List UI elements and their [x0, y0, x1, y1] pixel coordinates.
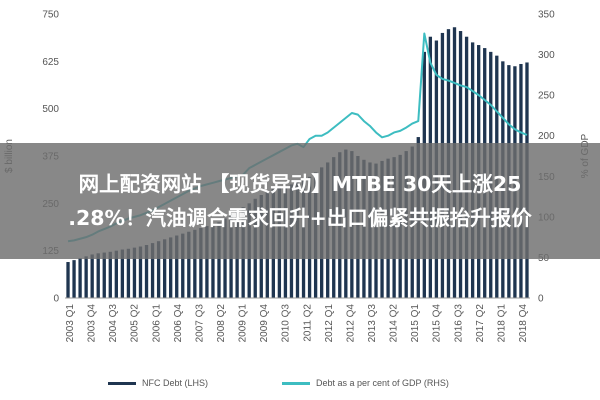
x-tick-label: 2015 Q4: [432, 304, 443, 343]
left-tick-label: 0: [53, 294, 59, 305]
left-tick-label: 500: [42, 104, 59, 115]
bar-4: [90, 254, 94, 298]
x-tick-label: 2011 Q2: [302, 304, 313, 342]
x-tick-label: 2012 Q4: [345, 304, 356, 343]
bar-7: [108, 251, 112, 298]
x-tick-label: 2005 Q2: [130, 304, 141, 343]
bar-5: [96, 253, 100, 298]
bar-10: [126, 248, 131, 298]
x-tick-label: 2007 Q3: [194, 304, 205, 343]
bar-1: [72, 260, 76, 298]
overlay-banner: 网上配资网站 【现货异动】MTBE 30天上涨25 .28%！汽油调合需求回升+…: [0, 143, 600, 259]
bar-6: [102, 252, 106, 298]
bar-18: [175, 235, 179, 298]
x-tick-label: 2009 Q4: [259, 304, 270, 343]
right-tick-label: 200: [538, 131, 555, 142]
bar-12: [138, 246, 143, 298]
bar-21: [193, 229, 197, 298]
x-tick-label: 2018 Q1: [496, 304, 507, 343]
legend-swatch-line: [282, 381, 310, 385]
bar-0: [66, 262, 70, 298]
x-tick-label: 2006 Q1: [151, 304, 162, 343]
bar-11: [132, 247, 137, 298]
x-tick-label: 2003 Q4: [87, 304, 98, 343]
x-tick-label: 2009 Q1: [238, 304, 249, 343]
bar-15: [156, 241, 161, 298]
bar-25: [217, 222, 221, 298]
x-tick-label: 2004 Q3: [108, 304, 119, 343]
right-tick-label: 300: [538, 50, 555, 61]
right-tick-label: 250: [538, 91, 555, 102]
x-tick-label: 2016 Q3: [453, 304, 464, 343]
legend-label-nfc-debt: NFC Debt (LHS): [142, 378, 209, 388]
x-tick-label: 2015 Q1: [410, 304, 421, 343]
x-tick-label: 2008 Q2: [216, 304, 227, 343]
bar-14: [150, 243, 155, 298]
bar-16: [162, 239, 167, 298]
left-tick-label: 625: [42, 57, 59, 68]
banner-line-1: 网上配资网站 【现货异动】MTBE 30天上涨25: [78, 172, 522, 196]
bar-23: [205, 226, 209, 298]
legend: NFC Debt (LHS) Debt as a per cent of GDP…: [0, 373, 600, 393]
x-tick-label: 2012 Q1: [324, 304, 335, 343]
bar-9: [120, 249, 125, 298]
x-tick-label: 2013 Q3: [367, 304, 378, 343]
x-tick-label: 2014 Q2: [389, 304, 400, 343]
x-tick-label: 2018 Q4: [518, 304, 529, 343]
x-tick-label: 2010 Q3: [281, 304, 292, 343]
legend-label-debt-gdp: Debt as a per cent of GDP (RHS): [316, 378, 449, 388]
x-tick-label: 2017 Q2: [475, 304, 486, 343]
bar-13: [144, 244, 149, 298]
bar-22: [199, 227, 203, 298]
banner-line-2: .28%！汽油调合需求回升+出口偏紧共振抬升报价: [68, 206, 532, 230]
legend-swatch-bar: [108, 381, 136, 385]
bar-2: [78, 258, 82, 298]
bar-24: [211, 224, 215, 298]
bar-20: [187, 231, 191, 298]
left-tick-label: 750: [42, 10, 59, 21]
bar-3: [84, 256, 88, 298]
legend-item-nfc-debt: NFC Debt (LHS): [108, 373, 208, 393]
legend-item-debt-gdp: Debt as a per cent of GDP (RHS): [282, 373, 449, 393]
bar-17: [169, 237, 173, 298]
right-tick-label: 350: [538, 10, 555, 21]
right-tick-label: 0: [538, 294, 544, 305]
x-tick-label: 2006 Q4: [173, 304, 184, 343]
x-tick-label: 2003 Q1: [65, 304, 76, 343]
bar-8: [114, 250, 118, 298]
bar-19: [181, 233, 185, 298]
